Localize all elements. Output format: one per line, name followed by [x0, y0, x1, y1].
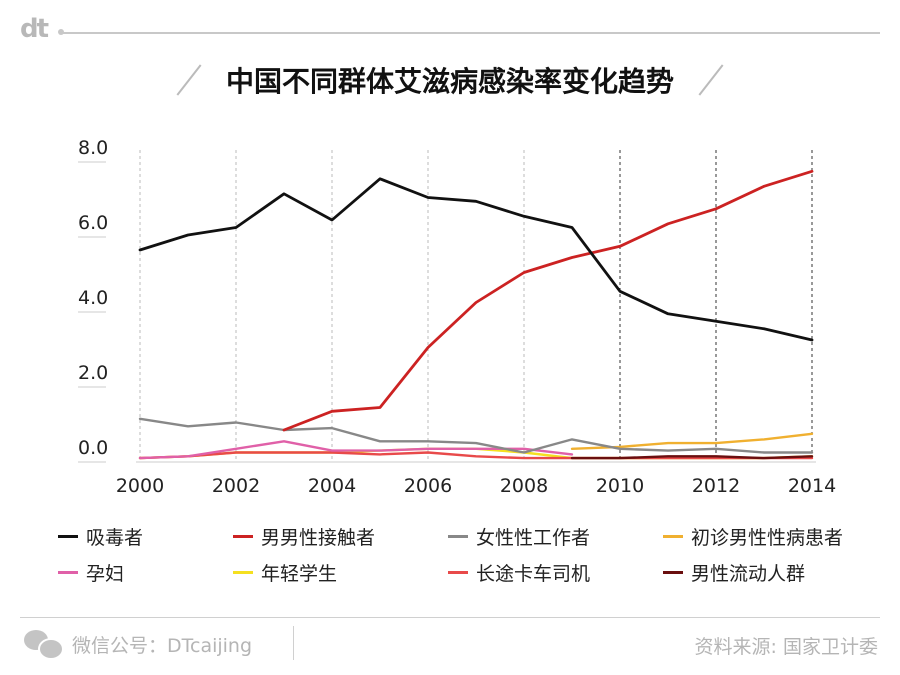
- footer-divider: [20, 617, 880, 618]
- legend-label: 年轻学生: [261, 562, 338, 585]
- chart-legend: 吸毒者 男男性接触者 女性性工作者 初诊男性性病患者 孕妇 年轻学生 长途卡车司…: [58, 525, 878, 585]
- series-line: [138, 451, 814, 460]
- header-divider: [62, 32, 880, 34]
- title-row: 中国不同群体艾滋病感染率变化趋势: [0, 58, 900, 102]
- x-tick-label: 2002: [212, 475, 260, 497]
- legend-swatch: [58, 570, 78, 574]
- legend-label: 女性性工作者: [476, 526, 591, 549]
- legend-item: 初诊男性性病患者: [663, 525, 878, 549]
- legend-item: 吸毒者: [58, 525, 233, 549]
- legend-swatch: [663, 570, 683, 574]
- legend-label: 孕妇: [86, 562, 125, 585]
- brand-logo: dt: [20, 14, 49, 44]
- legend-label: 初诊男性性病患者: [691, 526, 844, 549]
- footer-separator: [293, 626, 294, 660]
- legend-swatch: [233, 570, 253, 574]
- data-source: 资料来源: 国家卫计委: [694, 636, 878, 658]
- footer-wechat: 微信公号：DTcaijing: [24, 628, 252, 660]
- legend-item: 年轻学生: [233, 561, 448, 585]
- legend-label: 男男性接触者: [261, 526, 376, 549]
- y-tick-label: 8.0: [78, 137, 108, 159]
- x-tick-label: 2014: [788, 475, 836, 497]
- legend-item: 男男性接触者: [233, 525, 448, 549]
- brand-dot: [58, 29, 64, 35]
- legend-item: 男性流动人群: [663, 561, 878, 585]
- series-line: [570, 455, 814, 460]
- wechat-icon: [24, 628, 64, 660]
- y-tick-label: 4.0: [78, 287, 108, 309]
- x-tick-label: 2008: [500, 475, 548, 497]
- legend-swatch: [663, 534, 683, 538]
- legend-swatch: [448, 534, 468, 538]
- line-chart: 0.0 2.0 4.0 6.0 8.0 2000 2002 2004 2006 2008 2010 2…: [78, 137, 836, 497]
- wechat-account: 微信公号：DTcaijing: [72, 634, 253, 657]
- legend-item: 女性性工作者: [448, 525, 663, 549]
- series-line: [138, 417, 814, 454]
- legend-item: 孕妇: [58, 561, 233, 585]
- x-tick-label: 2010: [596, 475, 644, 497]
- series-line: [282, 169, 814, 432]
- y-tick-label: 6.0: [78, 212, 108, 234]
- legend-label: 长途卡车司机: [476, 562, 591, 585]
- legend-label: 吸毒者: [86, 526, 144, 549]
- legend-label: 男性流动人群: [691, 562, 806, 585]
- x-tick-label: 2000: [116, 475, 164, 497]
- legend-swatch: [58, 534, 78, 538]
- chart-title: 中国不同群体艾滋病感染率变化趋势: [225, 65, 674, 98]
- legend-swatch: [233, 534, 253, 538]
- legend-swatch: [448, 570, 468, 574]
- x-tick-label: 2006: [404, 475, 452, 497]
- x-tick-label: 2004: [308, 475, 356, 497]
- legend-item: 长途卡车司机: [448, 561, 663, 585]
- y-tick-label: 0.0: [78, 437, 108, 459]
- x-tick-label: 2012: [692, 475, 740, 497]
- y-tick-label: 2.0: [78, 362, 108, 384]
- title-slash-right: [696, 65, 726, 95]
- title-slash-left: [174, 65, 204, 95]
- series-line: [138, 177, 814, 342]
